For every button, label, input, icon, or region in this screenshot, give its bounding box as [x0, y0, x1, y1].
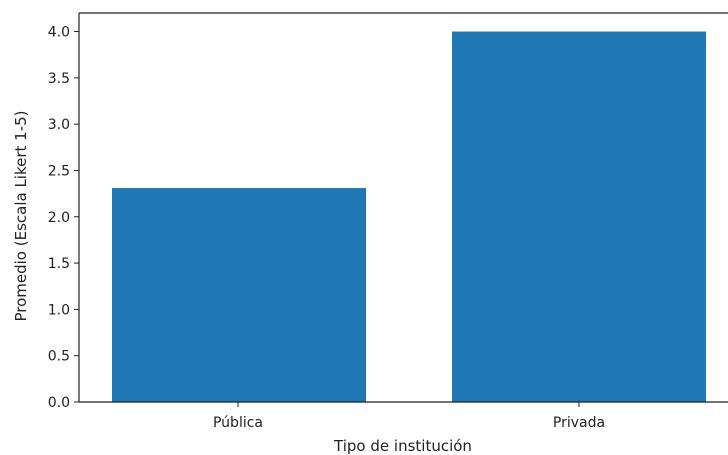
bar-publica	[112, 188, 366, 402]
y-tick-label: 2.0	[48, 210, 70, 226]
x-tick-label: Pública	[213, 415, 263, 431]
x-tick-label: Privada	[553, 415, 605, 431]
bars	[112, 31, 706, 403]
bar-privada	[452, 31, 706, 403]
y-tick-label: 0.0	[48, 395, 70, 411]
y-tick-label: 0.5	[48, 349, 70, 365]
y-tick-label: 3.5	[48, 71, 70, 87]
y-tick-label: 1.0	[48, 302, 70, 318]
y-axis-label: Promedio (Escala Likert 1-5)	[12, 110, 30, 321]
x-axis-label: Tipo de institución	[333, 437, 472, 455]
y-tick-label: 4.0	[48, 25, 70, 41]
x-ticks: Pública Privada	[213, 402, 605, 431]
y-ticks: 0.0 0.5 1.0 1.5 2.0 2.5 3.0 3.5 4.0	[48, 25, 79, 411]
y-tick-label: 1.5	[48, 256, 70, 272]
y-tick-label: 2.5	[48, 163, 70, 179]
y-tick-label: 3.0	[48, 117, 70, 133]
